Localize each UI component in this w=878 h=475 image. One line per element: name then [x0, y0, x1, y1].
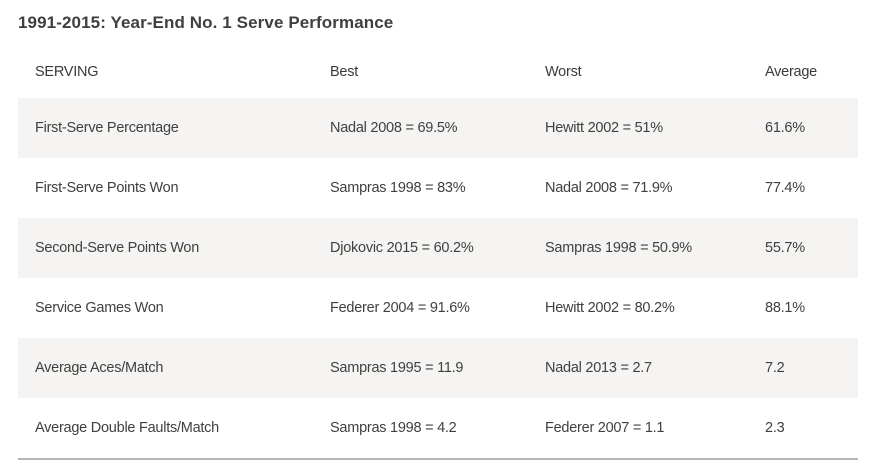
serving-cell: First-Serve Percentage	[35, 120, 179, 136]
table-row: Second-Serve Points Won Djokovic 2015 = 6…	[18, 218, 858, 278]
table-row: Service Games Won Federer 2004 = 91.6% Hew…	[18, 278, 858, 338]
average-cell: 7.2	[765, 360, 785, 376]
worst-cell: Hewitt 2002 = 80.2%	[545, 300, 675, 316]
serving-cell: Average Double Faults/Match	[35, 420, 220, 436]
average-cell: 61.6%	[765, 120, 805, 136]
table-row: First-Serve Percentage Nadal 2008 = 69.5%…	[18, 98, 858, 158]
table-row: Average Aces/Match Sampras 1995 = 11.9 Nad…	[18, 338, 858, 398]
worst-cell: Nadal 2008 = 71.9%	[545, 180, 673, 196]
column-header-average: Average	[765, 63, 817, 80]
column-header-worst: Worst	[545, 63, 582, 80]
best-cell: Sampras 1998 = 4.2	[330, 420, 457, 436]
worst-cell: Nadal 2013 = 2.7	[545, 360, 652, 376]
page: 1991-2015: Year-End No. 1 Serve Performa…	[18, 13, 858, 460]
average-cell: 55.7%	[765, 240, 805, 256]
table-header-row: SERVING Best Worst Average	[18, 45, 858, 98]
serving-cell: Average Aces/Match	[35, 360, 164, 376]
best-cell: Djokovic 2015 = 60.2%	[330, 240, 474, 256]
worst-cell: Federer 2007 = 1.1	[545, 420, 665, 436]
serve-performance-table: SERVING Best Worst Average First-Serve P…	[18, 45, 858, 460]
average-cell: 77.4%	[765, 180, 805, 196]
average-cell: 88.1%	[765, 300, 805, 316]
worst-cell: Hewitt 2002 = 51%	[545, 120, 663, 136]
average-cell: 2.3	[765, 420, 785, 436]
best-cell: Sampras 1995 = 11.9	[330, 360, 464, 376]
column-header-best: Best	[330, 63, 359, 80]
best-cell: Sampras 1998 = 83%	[330, 180, 466, 196]
column-header-serving: SERVING	[35, 63, 99, 80]
page-title: 1991-2015: Year-End No. 1 Serve Performa…	[18, 13, 394, 32]
table-row: Average Double Faults/Match Sampras 1998 …	[18, 398, 858, 458]
table-body: First-Serve Percentage Nadal 2008 = 69.5%…	[18, 98, 858, 460]
best-cell: Federer 2004 = 91.6%	[330, 300, 470, 316]
serving-cell: Service Games Won	[35, 300, 164, 316]
serving-cell: First-Serve Points Won	[35, 180, 179, 196]
worst-cell: Sampras 1998 = 50.9%	[545, 240, 692, 256]
best-cell: Nadal 2008 = 69.5%	[330, 120, 458, 136]
table-row: First-Serve Points Won Sampras 1998 = 83%…	[18, 158, 858, 218]
serving-cell: Second-Serve Points Won	[35, 240, 200, 256]
